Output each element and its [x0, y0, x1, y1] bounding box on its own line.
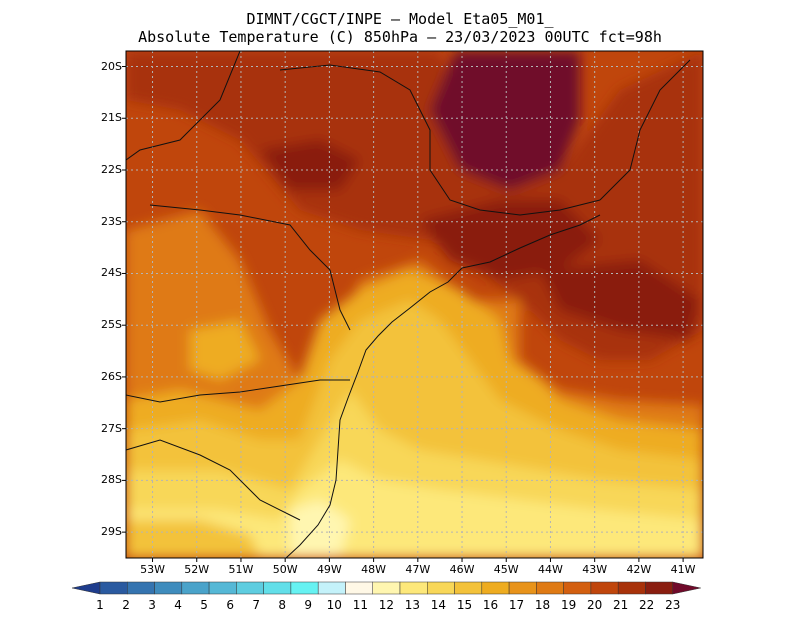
colorbar-swatch	[345, 581, 373, 595]
colorbar-label: 1	[96, 598, 104, 612]
colorbar-label: 2	[122, 598, 130, 612]
border-ms-sp	[126, 51, 241, 161]
graticule	[126, 51, 703, 558]
colorbar-label: 19	[560, 598, 577, 612]
colorbar-label: 15	[456, 598, 473, 612]
colorbar-arrow-low	[71, 581, 101, 595]
colorbar-label: 3	[148, 598, 156, 612]
colorbar-swatch	[263, 581, 292, 595]
colorbar-swatch	[317, 581, 346, 595]
colorbar-swatch	[181, 581, 210, 595]
border-mg-rj	[599, 59, 691, 201]
y-tick-label: 20S	[101, 59, 122, 73]
colorbar-swatch	[563, 581, 592, 595]
colorbar-swatch	[372, 581, 401, 595]
x-tick-label: 49W	[316, 563, 342, 576]
colorbar-arrow-high	[672, 581, 701, 595]
band-15-sw	[126, 520, 260, 558]
colorbar-label: 5	[200, 598, 208, 612]
colorbar-label: 7	[252, 598, 260, 612]
colorbar-swatch	[290, 581, 319, 595]
chart-title-line-2: Absolute Temperature (C) 850hPa — 23/03/…	[138, 28, 662, 46]
colorbar-swatch	[99, 581, 128, 595]
colorbar-label: 8	[278, 598, 287, 612]
band-16-west-patch	[190, 320, 260, 380]
colorbar-swatch	[536, 581, 564, 595]
colorbar-swatch	[481, 581, 510, 595]
colorbar-swatch	[590, 581, 619, 595]
coastline-borders	[126, 51, 691, 558]
colorbar-swatch	[645, 581, 673, 595]
colorbar-label: 21	[613, 598, 629, 612]
y-tick-label: 21S	[101, 111, 122, 125]
colorbar-swatch	[508, 581, 537, 595]
colorbar-label: 9	[304, 598, 313, 612]
border-sc-rs	[126, 439, 301, 521]
colorbar-swatch	[617, 581, 646, 595]
y-tick-label: 22S	[101, 162, 122, 176]
y-tick-label: 29S	[101, 525, 122, 539]
x-tick-label: 52W	[184, 563, 210, 576]
colorbar-label: 22	[639, 598, 655, 612]
colorbar-label: 13	[404, 598, 421, 612]
border-sp-mg	[279, 64, 601, 216]
band-12	[290, 500, 350, 558]
band-23-core	[430, 51, 580, 190]
colorbar-swatch	[399, 581, 428, 595]
y-tick-label: 24S	[101, 266, 122, 280]
band-22-coast	[420, 200, 600, 280]
x-tick-label: 47W	[405, 563, 431, 576]
border-sp-pr	[149, 204, 351, 331]
colorbar-label: 12	[378, 598, 394, 612]
colorbar-label: 18	[534, 598, 551, 612]
y-tick-label: 26S	[101, 369, 122, 383]
colorbar-swatch	[427, 581, 455, 595]
chart-title-line-1: DIMNT/CGCT/INPE — Model Eta05_M01_	[246, 10, 554, 28]
colorbar-label: 23	[665, 598, 681, 612]
border-pr-sc	[126, 379, 350, 403]
x-tick-label: 48W	[361, 563, 387, 576]
temperature-field	[126, 51, 703, 558]
x-tick-label: 53W	[140, 563, 165, 576]
colorbar-label: 6	[226, 598, 234, 612]
y-tick-label: 27S	[101, 421, 122, 435]
colorbar-swatch	[127, 581, 155, 595]
colorbar-swatch	[208, 581, 237, 595]
colorbar-label: 17	[508, 598, 525, 612]
colorbar-label: 14	[430, 598, 447, 612]
y-tick-label: 23S	[101, 214, 122, 228]
map-frame	[125, 50, 704, 559]
x-tick-label: 46W	[449, 563, 475, 576]
x-tick-label: 42W	[626, 563, 652, 576]
colorbar-label: 4	[174, 598, 182, 612]
y-tick-label: 28S	[101, 473, 122, 487]
colorbar-label: 16	[482, 598, 499, 612]
coastline	[285, 267, 463, 558]
x-tick-label: 43W	[582, 563, 608, 576]
band-13	[126, 460, 703, 558]
x-tick-label: 51W	[228, 563, 254, 576]
colorbar-label: 10	[326, 598, 342, 612]
band-22-east	[540, 260, 700, 340]
axis-ticks	[122, 66, 684, 562]
coast-sp-rj	[461, 214, 601, 269]
x-tick-label: 41W	[670, 563, 696, 576]
colorbar-swatch	[236, 581, 264, 595]
x-tick-label: 45W	[493, 563, 519, 576]
colorbar-swatch	[154, 581, 183, 595]
x-tick-label: 44W	[538, 563, 563, 576]
colorbar-label: 11	[352, 598, 368, 612]
colorbar-swatch	[454, 581, 483, 595]
colorbar-label: 20	[586, 598, 603, 612]
x-tick-label: 50W	[272, 563, 298, 576]
y-tick-label: 25S	[101, 318, 122, 332]
